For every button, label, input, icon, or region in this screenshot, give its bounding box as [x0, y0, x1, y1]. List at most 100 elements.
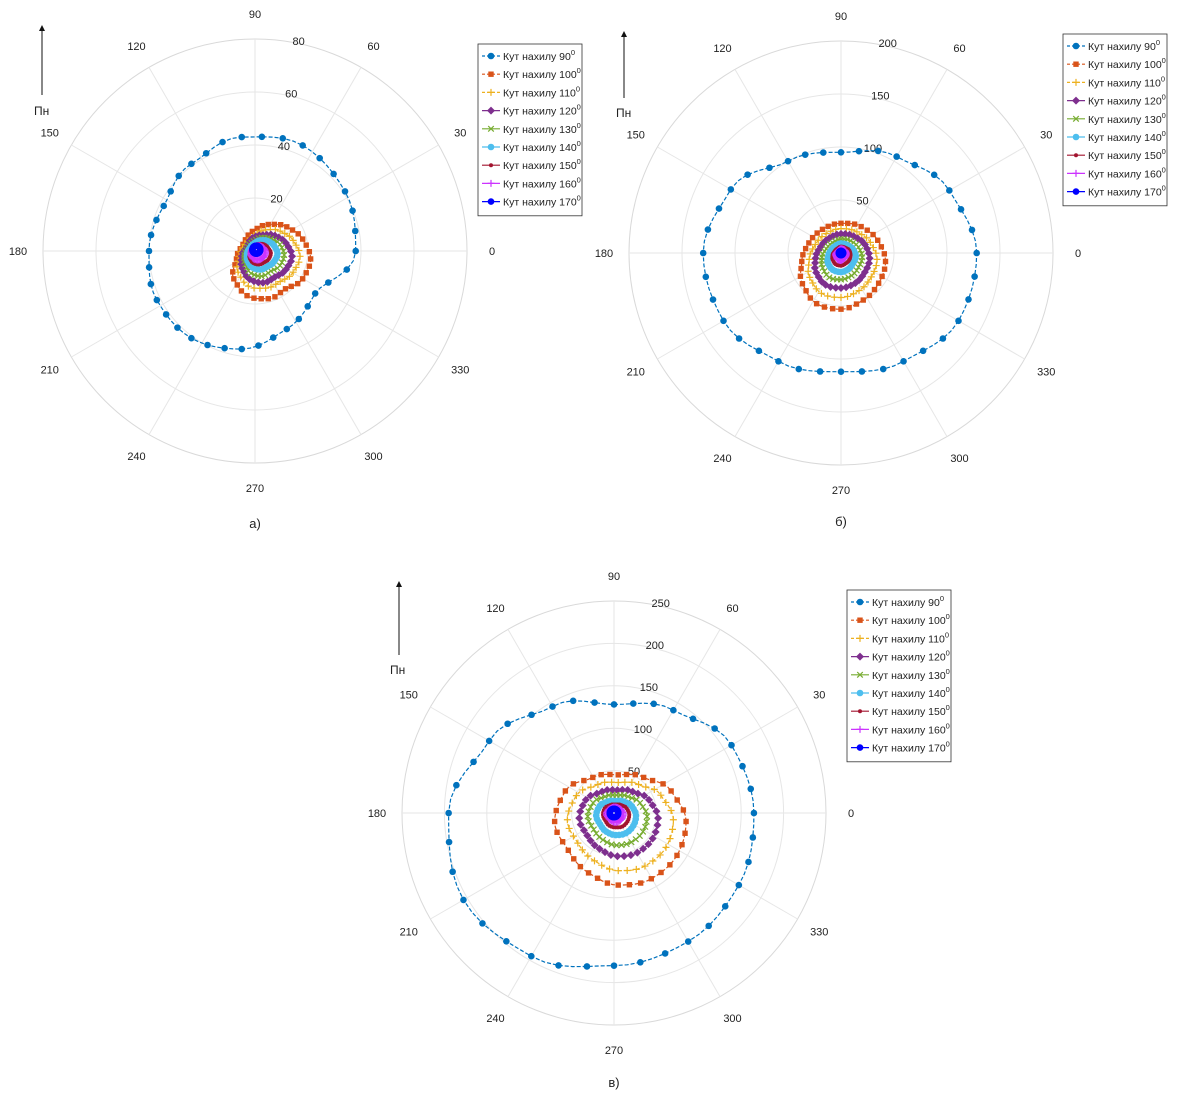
series-point: [278, 222, 284, 228]
series-point: [618, 785, 627, 794]
legend-swatch-marker: [1074, 153, 1078, 158]
series-point: [265, 221, 271, 228]
series-point: [273, 253, 281, 260]
series-point: [265, 296, 271, 302]
series-point: [470, 758, 477, 766]
legend-item: Кут нахилу 1100: [482, 84, 580, 99]
series-point: [662, 798, 670, 806]
series-point: [866, 238, 874, 246]
angle-tick-label: 0: [1075, 248, 1081, 260]
series-point: [445, 809, 452, 817]
series-point: [639, 803, 647, 811]
series-кут-нахилу-90: [445, 697, 758, 970]
polar-grid-spoke: [613, 706, 798, 814]
polar-grid-spoke: [840, 252, 1025, 360]
series-point: [583, 831, 592, 840]
legend-item: Кут нахилу 1300: [1067, 111, 1166, 126]
series-point: [295, 231, 301, 237]
legend-item: Кут нахилу 1100: [851, 630, 949, 645]
series-point: [585, 818, 593, 825]
series-point: [590, 774, 596, 781]
series-point: [814, 236, 822, 244]
series-point: [276, 227, 284, 235]
series-point: [805, 261, 813, 269]
series-point: [343, 266, 351, 273]
series-point: [584, 813, 591, 820]
series-point: [911, 161, 919, 169]
legend-swatch-marker: [856, 634, 864, 642]
polar-grid-spoke: [507, 629, 615, 814]
series-point: [553, 807, 559, 814]
series-point: [735, 335, 743, 342]
series-point: [838, 220, 844, 227]
series-point: [295, 315, 303, 323]
series-point: [848, 226, 856, 234]
series-point: [623, 785, 632, 794]
series-point: [571, 856, 577, 862]
series-point: [798, 265, 804, 272]
series-point: [610, 962, 618, 969]
angle-tick-label: 330: [810, 927, 828, 939]
series-point: [581, 777, 587, 784]
series-point: [802, 245, 809, 252]
series-point: [705, 922, 713, 930]
series-point: [230, 269, 236, 275]
series-point: [855, 287, 863, 295]
series-point: [846, 304, 852, 311]
series-point: [234, 250, 241, 257]
series-point: [800, 252, 806, 258]
series-point: [586, 791, 595, 800]
series-point: [349, 207, 356, 214]
polar-grid-spoke: [430, 706, 615, 814]
series-point: [270, 266, 278, 273]
series-point: [565, 824, 573, 832]
series-point: [280, 255, 287, 263]
legend-label: Кут нахилу 1600: [872, 721, 950, 736]
series-point: [576, 820, 585, 829]
series-point: [234, 282, 240, 288]
series-point: [614, 778, 622, 786]
legend-item: Кут нахилу 900: [851, 594, 944, 609]
series-point: [668, 788, 674, 794]
series-point: [644, 840, 653, 849]
angle-tick-label: 180: [595, 248, 613, 260]
series-point: [858, 231, 866, 239]
series-point: [865, 254, 874, 263]
series-point: [255, 342, 262, 349]
legend-swatch-marker: [1073, 61, 1079, 67]
series-кут-нахилу-120: [810, 229, 874, 292]
series-point: [799, 281, 806, 287]
series-point: [559, 839, 566, 845]
series-point: [341, 188, 349, 195]
series-point: [188, 334, 195, 342]
series-point: [306, 249, 313, 255]
series-point: [841, 230, 850, 239]
legend-label: Кут нахилу 1300: [503, 121, 581, 136]
legend-swatch-marker: [858, 709, 862, 714]
angle-tick-label: 60: [726, 603, 738, 615]
series-point: [818, 261, 825, 268]
legend-item: Кут нахилу 1500: [851, 703, 950, 718]
series-point: [856, 260, 864, 268]
angle-tick-label: 120: [486, 603, 504, 615]
series-point: [766, 164, 773, 172]
series-point: [680, 807, 687, 813]
series-point: [803, 288, 809, 294]
series-point: [303, 270, 309, 276]
angle-tick-label: 240: [713, 453, 731, 465]
series-point: [578, 846, 586, 854]
legend-label: Кут нахилу 900: [1088, 38, 1160, 53]
series-point: [643, 813, 651, 820]
series-point: [745, 858, 752, 866]
series-point: [637, 958, 644, 966]
series-point: [311, 290, 319, 297]
legend-box: [846, 589, 952, 763]
legend-swatch-marker: [856, 725, 864, 733]
series-point: [965, 296, 972, 303]
series-point: [875, 280, 882, 286]
legend-label: Кут нахилу 1300: [1088, 111, 1166, 126]
series-point: [570, 781, 577, 787]
series-point: [267, 283, 275, 291]
panel-caption: в): [608, 1075, 619, 1090]
series-point: [755, 347, 763, 355]
